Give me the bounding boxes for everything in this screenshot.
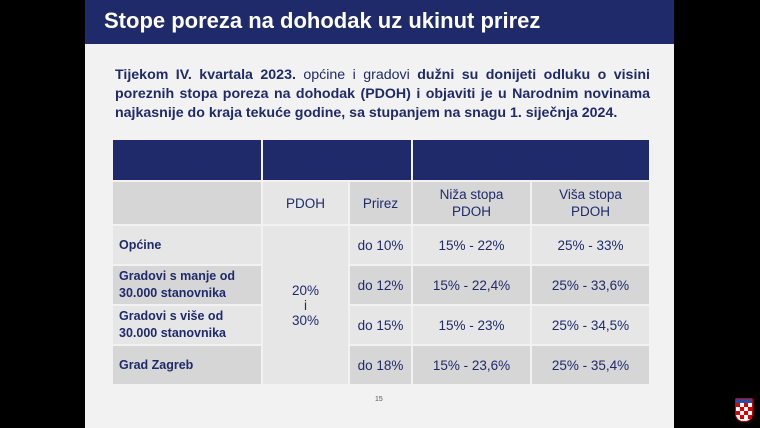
pdoh-line-1: 20% [291,282,320,298]
row-prirez: do 18% [347,344,414,386]
row-visa: 25% - 33,6% [530,264,652,306]
presentation-slide: Stope poreza na dohodak uz ukinut prirez… [85,0,674,428]
header-visa-line-1: Viša stopa [559,187,622,202]
header-empty-cell [111,180,263,226]
intro-part-1: Tijekom IV. kvartala 2023. [115,67,296,83]
header-niza-line-1: Niža stopa [439,187,504,202]
slide-title: Stope poreza na dohodak uz ukinut prirez [104,8,541,33]
header-novi-prijedlog: Novi prijedlog [411,138,652,182]
table-row: Gradovi s više od 30.000 stanovnika do 15… [111,304,652,346]
pdoh-merged-cell: 20% i 30% [261,224,350,386]
row-label: Općine [111,224,263,266]
table-header-row-1: JLS Postojeći sustav Novi prijedlog [111,138,652,182]
row-label-line-1: Općine [119,237,162,252]
row-prirez: do 15% [347,304,414,346]
header-visa-line-2: PDOH [571,204,611,219]
row-label-line-1: Gradovi s više od [119,309,224,323]
row-label: Gradovi s manje od 30.000 stanovnika [111,264,263,306]
page-number: 15 [375,396,383,403]
header-niza-stopa: Niža stopa PDOH [411,180,533,226]
croatian-coat-of-arms-icon [735,398,753,422]
intro-paragraph: Tijekom IV. kvartala 2023. općine i grad… [115,66,650,123]
header-pdoh: PDOH [261,180,350,226]
intro-part-2: općine i gradovi [295,67,418,83]
row-niza: 15% - 23,6% [411,344,533,386]
row-label-line-1: Grad Zagreb [119,357,194,372]
header-prirez: Prirez [347,180,414,226]
row-visa: 25% - 33% [530,224,652,266]
row-visa: 25% - 34,5% [530,304,652,346]
pdoh-line-3: 30% [291,312,320,328]
table-row: Grad Zagreb do 18% 15% - 23,6% 25% - 35,… [111,344,652,386]
row-prirez: do 10% [347,224,414,266]
header-visa-stopa: Viša stopa PDOH [530,180,652,226]
header-postojeci-sustav: Postojeći sustav [260,138,414,182]
header-jls: JLS [111,138,263,182]
row-niza: 15% - 22% [411,224,533,266]
row-label-line-2: 30.000 stanovnika [119,286,227,300]
table-header-row-2: PDOH Prirez Niža stopa PDOH Viša stopa PDO… [111,180,652,226]
table-row: Gradovi s manje od 30.000 stanovnika do 1… [111,264,652,306]
pdoh-line-2: i [304,297,307,313]
intro-part-3: dužni su donijeti odluku o visini porezn… [115,67,650,121]
row-label: Gradovi s više od 30.000 stanovnika [111,304,263,346]
row-prirez: do 12% [347,264,414,306]
row-label-line-1: Gradovi s manje od [119,269,236,283]
tax-rates-table: JLS Postojeći sustav Novi prijedlog PDOH… [111,138,652,386]
row-label: Grad Zagreb [111,344,263,386]
title-bar: Stope poreza na dohodak uz ukinut prirez [85,0,674,44]
row-niza: 15% - 23% [411,304,533,346]
row-niza: 15% - 22,4% [411,264,533,306]
row-visa: 25% - 35,4% [530,344,652,386]
row-label-line-2: 30.000 stanovnika [119,326,227,340]
header-niza-line-2: PDOH [452,204,492,219]
table-row: Općine 20% i 30% do 10% 15% - 22% 25% - 33… [111,224,652,386]
